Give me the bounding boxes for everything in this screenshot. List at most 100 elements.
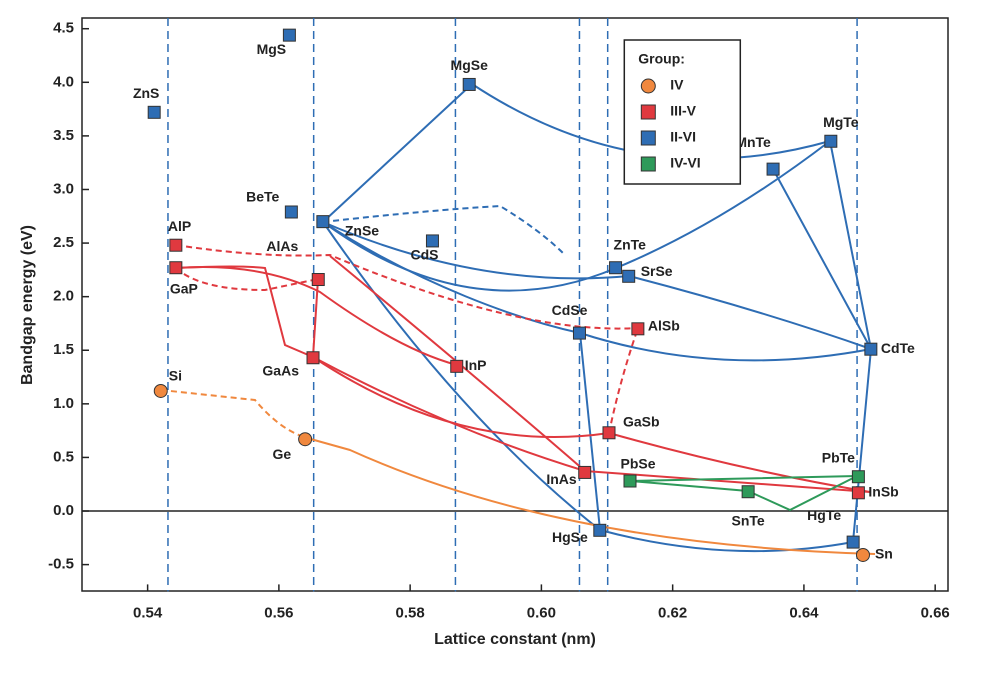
point-label: Sn <box>875 546 893 562</box>
legend-marker <box>640 78 656 94</box>
point-label: PbSe <box>620 456 655 472</box>
point-label: MgTe <box>823 114 859 130</box>
x-tick-label: 0.54 <box>133 604 163 621</box>
point <box>766 162 780 176</box>
point <box>578 465 592 479</box>
point-label: AlAs <box>266 238 298 254</box>
curve <box>608 327 639 434</box>
point-label: PbTe <box>822 449 855 465</box>
point <box>425 234 439 248</box>
point-label: AlP <box>168 218 191 234</box>
point-label: HgTe <box>807 507 841 523</box>
curve <box>322 221 617 292</box>
point <box>855 547 870 562</box>
curve <box>579 332 601 531</box>
x-tick-label: 0.58 <box>396 604 425 621</box>
point <box>593 523 607 537</box>
curve <box>312 356 586 472</box>
point <box>153 383 168 398</box>
point-label: CdSe <box>552 302 588 318</box>
curve <box>175 266 458 366</box>
legend-title: Group: <box>638 51 685 67</box>
curve <box>599 529 854 553</box>
point <box>311 273 325 287</box>
curve <box>629 475 858 512</box>
curve <box>322 83 473 223</box>
y-tick-label: 3.5 <box>53 127 74 144</box>
point-label: MgSe <box>451 57 489 73</box>
x-tick-label: 0.56 <box>264 604 293 621</box>
point-label: CdS <box>410 247 438 263</box>
y-tick-label: 0.0 <box>53 502 74 519</box>
curve <box>175 267 319 292</box>
curve <box>322 221 581 334</box>
point-label: GaP <box>170 280 198 296</box>
curve <box>312 356 610 438</box>
point <box>851 470 865 484</box>
point <box>316 215 330 229</box>
curve <box>329 255 586 472</box>
point-label: MgS <box>257 41 287 57</box>
point <box>609 261 623 275</box>
point <box>147 105 161 119</box>
y-tick-label: 0.5 <box>53 448 74 465</box>
legend-label: IV <box>670 77 684 93</box>
point-label: InSb <box>868 483 898 499</box>
x-tick-label: 0.62 <box>658 604 687 621</box>
point <box>298 432 313 447</box>
plot-frame <box>81 17 949 592</box>
x-tick-label: 0.60 <box>527 604 556 621</box>
point-label: CdTe <box>881 340 915 356</box>
x-tick-label: 0.64 <box>789 604 819 621</box>
curve <box>160 389 308 439</box>
point <box>622 269 636 283</box>
point-label: SnTe <box>732 512 765 528</box>
point-label: HgSe <box>552 529 588 545</box>
point <box>282 28 296 42</box>
legend-label: II-VI <box>670 129 696 145</box>
legend-marker <box>640 104 656 120</box>
curve <box>175 244 639 330</box>
curve <box>322 221 601 531</box>
point-label: ZnS <box>133 85 159 101</box>
point <box>169 261 183 275</box>
point-label: GaSb <box>623 413 660 429</box>
legend-marker <box>640 156 656 172</box>
point-label: InP <box>465 357 487 373</box>
point <box>572 326 586 340</box>
point <box>306 351 320 365</box>
point-label: AlSb <box>648 318 680 334</box>
point-label: ZnSe <box>345 222 379 238</box>
point <box>824 134 838 148</box>
point <box>623 474 637 488</box>
point <box>462 77 476 91</box>
curve <box>628 275 872 350</box>
point-label: BeTe <box>246 189 279 205</box>
point-label: InAs <box>546 471 577 487</box>
axes <box>82 18 949 592</box>
point <box>284 205 298 219</box>
y-tick-label: -0.5 <box>48 556 74 573</box>
legend-marker <box>640 130 656 146</box>
x-tick-label: 0.66 <box>921 604 950 621</box>
curves <box>160 83 876 555</box>
point <box>450 359 464 373</box>
point <box>741 485 755 499</box>
legend-label: IV-VI <box>670 155 700 171</box>
point <box>631 322 645 336</box>
x-axis-label: Lattice constant (nm) <box>434 631 596 648</box>
y-tick-label: 2.5 <box>53 234 74 251</box>
y-tick-label: 1.5 <box>53 341 74 358</box>
y-tick-label: 4.5 <box>53 20 74 37</box>
curve <box>312 278 319 358</box>
y-tick-label: 4.0 <box>53 73 74 90</box>
point <box>864 342 878 356</box>
curve <box>322 221 630 280</box>
point <box>851 486 865 500</box>
point-label: SrSe <box>641 263 673 279</box>
y-tick-label: 3.0 <box>53 180 74 197</box>
point-label: GaAs <box>262 362 299 378</box>
point <box>602 426 616 440</box>
